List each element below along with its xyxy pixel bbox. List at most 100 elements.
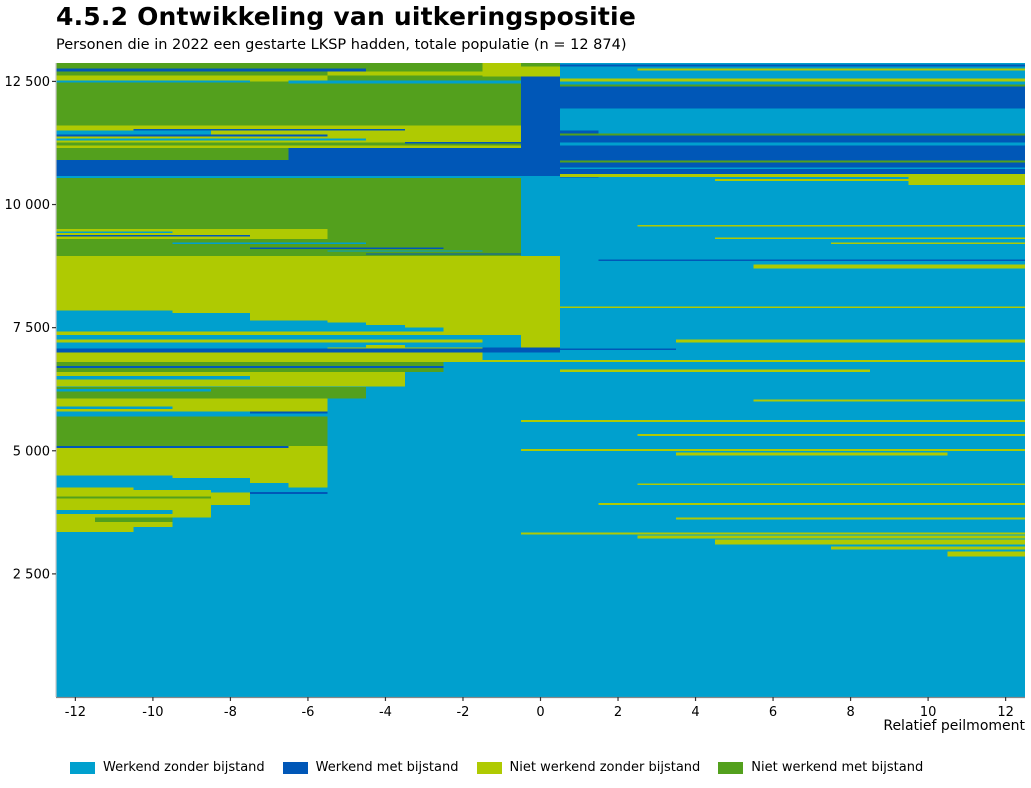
legend-swatch (282, 761, 308, 774)
heatmap-cell-block (559, 123, 1025, 131)
heatmap-cell-block (559, 174, 1025, 177)
heatmap-cell-block (521, 420, 1025, 423)
legend-label: Niet werkend met bijstand (751, 760, 924, 775)
heatmap-cell-block (249, 492, 328, 495)
heatmap-cell-block (288, 147, 560, 163)
heatmap-cell-block (56, 177, 522, 257)
x-tick-label: 10 (920, 705, 937, 720)
x-tick-label: 12 (997, 705, 1014, 720)
heatmap-cell-block (637, 535, 1025, 539)
y-tick-label: 5 000 (13, 444, 50, 459)
heatmap-cell-block (133, 129, 405, 131)
legend-swatch (70, 761, 95, 774)
heatmap-cell-block (56, 366, 444, 369)
heatmap-cell-block (56, 231, 173, 234)
heatmap-cell-block (56, 445, 289, 448)
heatmap-cell-block (559, 306, 1025, 308)
heatmap-cell-block (637, 68, 1025, 71)
y-tick-label: 7 500 (13, 321, 50, 336)
heatmap-cell-block (559, 84, 1025, 87)
heatmap-cell-block (56, 398, 328, 412)
heatmap-cell-block (56, 331, 522, 336)
chart-subtitle: Personen die in 2022 een gestarte LKSP h… (56, 37, 627, 53)
heatmap-cell-block (56, 80, 250, 83)
heatmap-cell-block (327, 250, 483, 252)
heatmap-cell-block (714, 237, 1025, 240)
x-tick-label: -2 (456, 705, 469, 720)
x-tick-label: 2 (614, 705, 622, 720)
x-axis-label: Relatief peilmoment (883, 718, 1025, 734)
heatmap-cell-block (521, 448, 1025, 451)
heatmap-cell-block (559, 155, 1025, 177)
legend-item-werkend-met-bijstand: Werkend met bijstand (282, 760, 459, 775)
heatmap-cell-block (56, 150, 328, 163)
x-tick-label: -4 (379, 705, 392, 720)
heatmap-cell-block (56, 389, 212, 392)
heatmap-cell-block (637, 483, 1025, 486)
x-tick-label: -10 (142, 705, 163, 720)
heatmap-cell-block (56, 416, 328, 446)
heatmap-cell-block (56, 527, 134, 533)
heatmap-cell-block (482, 348, 677, 350)
heatmap-cell-block (559, 64, 1025, 67)
heatmap-cell-block (56, 229, 328, 240)
legend-label: Werkend met bijstand (315, 760, 459, 775)
heatmap-cell-block (56, 175, 560, 178)
legend-item-werkend-zonder-bijstand: Werkend zonder bijstand (70, 760, 265, 775)
legend: Werkend zonder bijstand Werkend met bijs… (70, 760, 941, 775)
heatmap-cell-block (56, 138, 367, 141)
heatmap-cell-block (249, 487, 328, 493)
heatmap-cell-block (56, 413, 328, 417)
heatmap-cell-block (714, 539, 1025, 545)
heatmap-cell-block (56, 68, 367, 72)
legend-item-niet-werkend-zonder-bijstand: Niet werkend zonder bijstand (476, 760, 701, 775)
x-axis: -12 -10 -8 -6 -4 -2 0 2 4 6 8 10 12 (56, 696, 1025, 720)
y-tick-label: 12 500 (5, 75, 51, 90)
heatmap-cell-block (56, 386, 367, 399)
heatmap-cell-block (521, 532, 1025, 535)
heatmap-cell-block (559, 133, 1025, 136)
chart-title: 4.5.2 Ontwikkeling van uitkeringspositie (56, 2, 636, 31)
heatmap-cell-block (211, 482, 289, 493)
heatmap-cell-block (559, 160, 1025, 163)
heatmap-cell-block (56, 235, 250, 237)
legend-label: Werkend zonder bijstand (103, 760, 265, 775)
heatmap-cell-block (559, 108, 1025, 124)
heatmap-cell-block (56, 352, 483, 363)
heatmap-cell-block (56, 375, 250, 380)
heatmap-cell-block (831, 546, 1025, 550)
heatmap-cell-block (56, 310, 173, 350)
plot-area (56, 63, 1025, 697)
heatmap-cell-block (249, 411, 328, 414)
heatmap-cell-block (249, 247, 444, 249)
legend-swatch (718, 761, 744, 774)
heatmap-cell-block (56, 496, 212, 499)
legend-label: Niet werkend zonder bijstand (509, 760, 701, 775)
x-tick-label: -8 (224, 705, 237, 720)
heatmap-cell-block (482, 360, 1025, 363)
heatmap-cell-block (676, 339, 1025, 343)
x-tick-label: 6 (769, 705, 777, 720)
x-tick-label: 8 (846, 705, 854, 720)
y-axis: 2 500 5 000 7 500 10 000 12 500 (5, 63, 57, 697)
heatmap-cell-block (598, 259, 1025, 262)
heatmap-cell-block (753, 399, 1025, 402)
heatmap-cell-block (637, 225, 1025, 227)
heatmap-cell-block (714, 178, 948, 181)
heatmap-cell-block (559, 135, 1025, 156)
x-tick-label: -6 (301, 705, 314, 720)
legend-swatch (476, 761, 502, 774)
heatmap-cell-block (947, 551, 1025, 557)
heatmap-cell-block (56, 75, 328, 82)
heatmap-cell-block (559, 86, 1025, 109)
x-tick-label: 4 (691, 705, 699, 720)
heatmap-cell-block (56, 339, 483, 343)
heatmap-cell-block (366, 253, 522, 255)
heatmap-cell-block (56, 348, 483, 353)
heatmap-cell-block (637, 434, 1025, 436)
heatmap-cell-block (56, 517, 173, 528)
heatmap-cell-block (404, 141, 522, 144)
heatmap-cell-block (831, 242, 1025, 244)
legend-item-niet-werkend-met-bijstand: Niet werkend met bijstand (718, 760, 923, 775)
